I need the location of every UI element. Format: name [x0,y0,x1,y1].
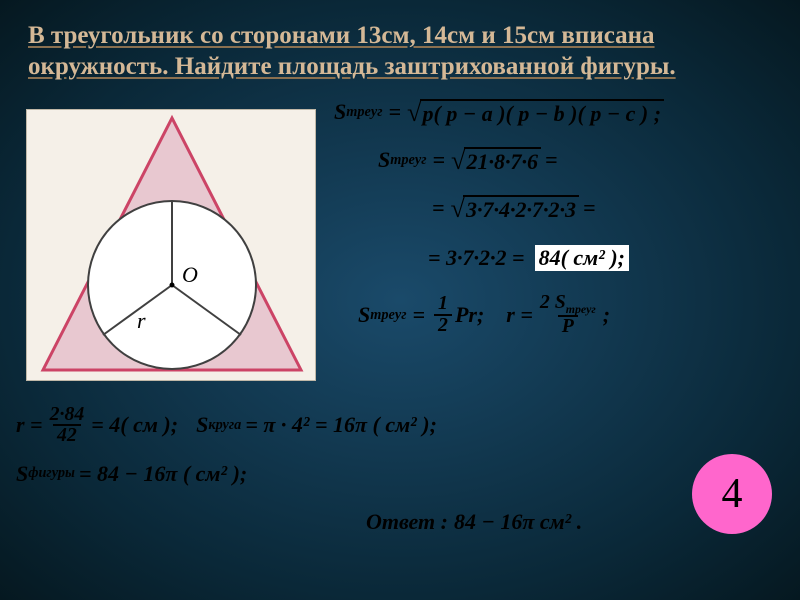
triangle-diagram: O r [26,109,316,381]
slide-badge: 4 [692,454,772,534]
label-O: O [182,262,198,287]
figure-area: Sфигуры = 84 − 16π ( см² ); [16,463,247,485]
heron-factored: = √3·7·4·2·7·2·3 = [432,195,596,221]
heron-simplify: = 3·7·2·2 = 84( см² ); [428,245,629,271]
problem-title: В треугольник со сторонами 13см, 14см и … [0,0,800,89]
content-area: O r Sтреуг = √p( p − a )( p − b )( p − c… [0,89,800,569]
label-r: r [137,308,146,333]
area-radius-formula: Sтреуг = 1 2 Pr; r = 2 Sтреуг P ; [358,293,610,338]
answer: Ответ : 84 − 16π см² . [366,511,582,533]
radius-circle-area: r = 2·84 42 = 4( см ); Sкруга = π · 4² =… [16,405,437,447]
heron-substitute: Sтреуг = √21·8·7·6 = [378,147,558,173]
heron-formula: Sтреуг = √p( p − a )( p − b )( p − c ) ; [334,99,664,125]
